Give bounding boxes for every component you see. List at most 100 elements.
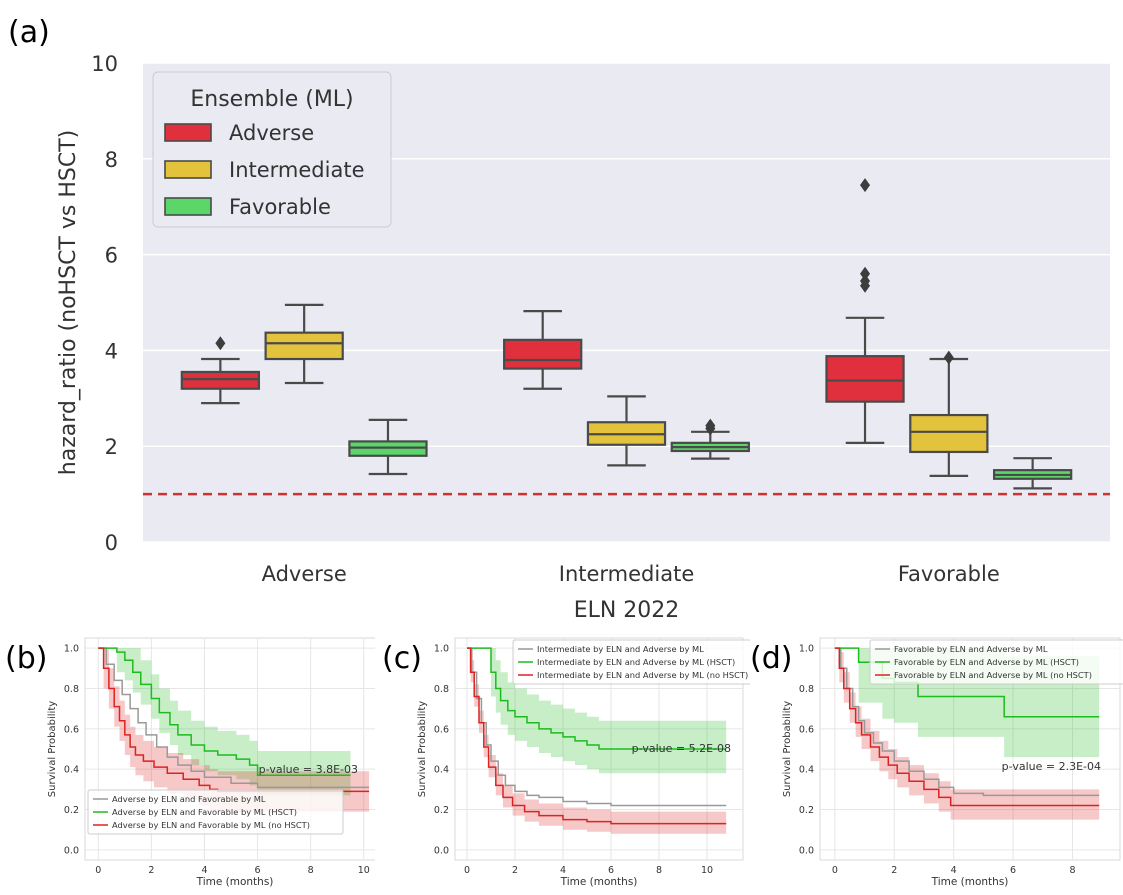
panel-label-a: (a) [8,15,50,50]
box-adverse [825,355,905,403]
y-tick-label: 0.0 [64,845,79,856]
y-tick-label: 0.4 [799,765,814,776]
y-tick-label: 0.6 [64,724,79,735]
survival-curve [834,647,1100,807]
legend-item: Adverse by ELN and Favorable by ML (HSCT… [112,807,297,817]
y-tick-label: 10 [91,52,118,76]
outlier-marker [705,418,716,433]
y-tick-label: 0.8 [799,684,814,695]
survival-curve [98,647,351,776]
x-tick-label: 8 [656,865,662,876]
legend-box [512,639,750,685]
confidence-band [98,648,351,796]
legend-swatch [164,160,212,179]
legend-item: Intermediate by ELN and Adverse by ML [537,644,704,654]
panel-label: (d) [750,641,792,676]
legend-item: Intermediate [229,158,365,182]
x-tick-label: Adverse [262,562,347,586]
legend-title: Ensemble (ML) [190,87,353,112]
survival-curve [467,647,727,825]
x-tick-label: 8 [1069,865,1075,876]
legend-box [869,639,1123,685]
y-axis-label: hazard_ratio (noHSCT vs HSCT) [56,130,81,475]
x-tick-label: 4 [201,865,207,876]
y-axis-label: Survival Probability [47,701,58,797]
legend-item: Intermediate by ELN and Adverse by ML (n… [537,670,748,680]
y-axis-label: Survival Probability [782,701,793,797]
legend-item: Favorable [229,195,331,219]
x-tick-label: 8 [308,865,314,876]
p-value-annotation: p-value = 3.8E-03 [259,763,358,776]
legend-box [87,789,344,835]
y-tick-label: 0.4 [64,765,79,776]
box-intermediate [264,331,344,361]
legend-item: Favorable by ELN and Adverse by ML (no H… [894,670,1092,680]
y-tick-label: 0.0 [434,845,449,856]
x-tick-label: 6 [608,865,614,876]
boxplot-chart: (a) 0 2 4 6 8 10 Adverse Intermediate Favorable EL… [8,15,1110,623]
legend-swatch [164,197,212,216]
x-tick-label: 2 [512,865,518,876]
km-plot-c: 0.0 0.2 0.4 0.6 0.8 1.0 0 2 4 6 8 10 Intermediate by… [382,637,750,888]
x-tick-label: 6 [255,865,261,876]
survival-curve [98,647,370,789]
x-tick-label: 4 [951,865,957,876]
outlier-marker [860,266,871,281]
confidence-band [98,648,370,812]
legend-item: Adverse by ELN and Favorable by ML (no H… [112,820,310,830]
survival-curve [98,647,370,793]
y-tick-label: 1.0 [434,644,449,655]
x-tick-label: 0 [95,865,101,876]
y-tick-label: 0 [105,531,118,555]
x-tick-label: 4 [560,865,566,876]
y-tick-label: 4 [105,339,118,363]
x-axis-label: Time (months) [560,876,638,888]
x-tick-label: Intermediate [559,562,695,586]
y-tick-label: 2 [105,435,118,459]
panel-label: (c) [382,641,422,676]
legend-item: Favorable by ELN and Adverse by ML (HSCT… [894,657,1079,667]
y-tick-label: 1.0 [799,644,814,655]
x-tick-label: 2 [148,865,154,876]
y-tick-label: 0.6 [799,724,814,735]
box-adverse [503,338,583,370]
legend-item: Favorable by ELN and Adverse by ML [894,644,1048,654]
box-intermediate [909,413,989,454]
outlier-marker [943,350,954,365]
km-plot-d: 0.0 0.2 0.4 0.6 0.8 1.0 0 2 4 6 8 Favorable by ELN … [750,637,1123,888]
y-tick-label: 0.8 [434,684,449,695]
x-tick-label: 10 [701,865,713,876]
x-axis-label: Time (months) [196,876,274,888]
x-axis-label: ELN 2022 [574,598,680,623]
legend-item: Intermediate by ELN and Adverse by ML (H… [537,657,735,667]
panel-label: (b) [5,641,47,676]
confidence-band [834,648,1100,820]
km-plot-b: 0.0 0.2 0.4 0.6 0.8 1.0 0 2 4 6 8 10 Adverse by ELN … [5,637,375,888]
legend-item: Adverse [229,121,314,145]
legend-swatch [164,123,212,142]
x-tick-label: Favorable [898,562,1000,586]
y-tick-label: 0.6 [434,724,449,735]
outlier-marker [860,178,871,193]
x-tick-label: 10 [358,865,370,876]
y-tick-label: 8 [105,148,118,172]
y-axis-label: Survival Probability [417,701,428,797]
confidence-band [467,648,727,834]
x-tick-label: 2 [891,865,897,876]
y-tick-label: 1.0 [64,644,79,655]
box-adverse [180,370,261,390]
outlier-marker [860,273,871,288]
outlier-marker [215,336,226,351]
confidence-band [467,648,727,774]
x-tick-label: 0 [832,865,838,876]
x-tick-label: 6 [1010,865,1016,876]
p-value-annotation: p-value = 2.3E-04 [1002,760,1101,773]
y-tick-label: 0.0 [799,845,814,856]
x-axis-label: Time (months) [931,876,1009,888]
y-tick-label: 0.4 [434,765,449,776]
y-tick-label: 0.2 [799,805,814,816]
survival-curve [467,647,727,750]
legend-item: Adverse by ELN and Favorable by ML [112,794,266,804]
x-tick-label: 0 [464,865,470,876]
y-tick-label: 0.8 [64,684,79,695]
